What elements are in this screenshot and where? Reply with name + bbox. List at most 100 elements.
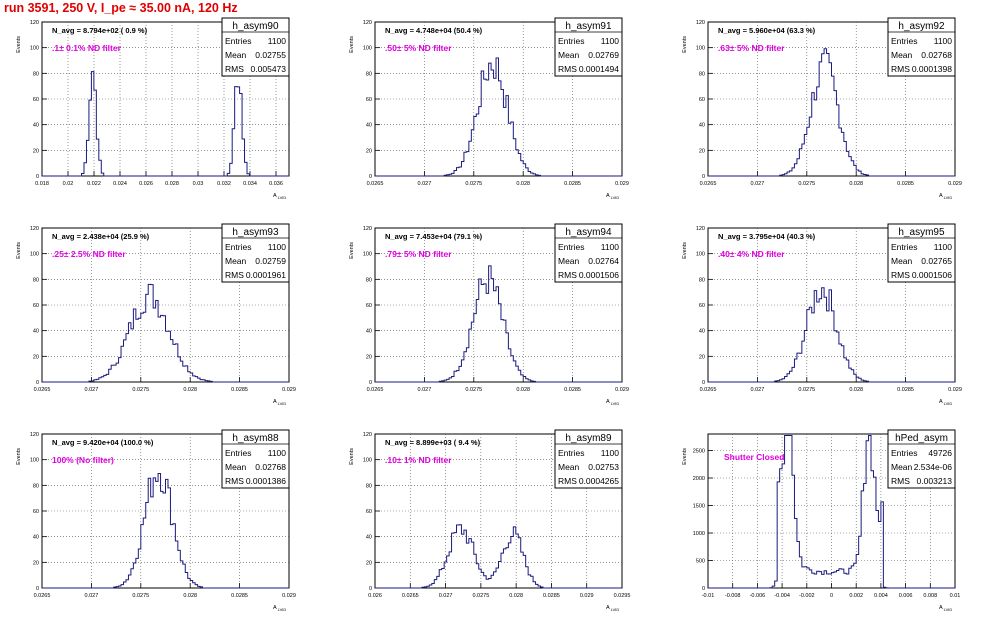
histogram-name: h_asym90: [232, 21, 279, 32]
x-axis-title: ALVID: [273, 605, 286, 612]
x-tick-label: 0.02: [63, 181, 74, 187]
x-tick-label: 0.0285: [543, 593, 560, 599]
y-tick-label: 120: [696, 20, 705, 26]
x-tick-label: 0.032: [217, 181, 231, 187]
x-tick-label: 0: [830, 593, 833, 599]
stats-value: 0.003213: [917, 476, 953, 486]
x-tick-label: 0.028: [849, 387, 863, 393]
histogram-panel-h_asym91: 0.0265 0.027 0.0275 0.028 0.0285 0.029 0 20 40 60…: [349, 17, 629, 200]
stats-label: Entries: [891, 36, 917, 46]
y-tick-label: 100: [30, 252, 39, 258]
x-axis-title: ALVID: [273, 193, 286, 200]
x-tick-label: 0.036: [269, 181, 283, 187]
stats-value: 1100: [268, 448, 287, 458]
x-tick-label: 0.027: [751, 181, 765, 187]
stats-value: 1100: [268, 242, 287, 252]
stats-label: Mean: [225, 462, 247, 472]
stats-label: Entries: [891, 448, 917, 458]
x-tick-label: 0.0285: [564, 387, 581, 393]
stats-label: Entries: [225, 36, 251, 46]
filter-annotation: Shutter Closed: [724, 452, 784, 462]
stats-box: [221, 17, 290, 77]
y-axis-title: Events: [16, 448, 22, 465]
stats-value: 2.534e-06: [914, 462, 953, 472]
x-axis-title: ALVID: [939, 193, 952, 200]
y-tick-label: 80: [33, 483, 39, 489]
stats-value: 0.0001506: [912, 270, 952, 280]
x-axis-title: ALVID: [939, 399, 952, 406]
stats-value: 1100: [601, 36, 620, 46]
y-tick-label: 0: [369, 586, 372, 592]
stats-label: RMS: [225, 270, 244, 280]
y-tick-label: 60: [33, 509, 39, 515]
x-tick-label: 0.028: [165, 181, 179, 187]
histogram-line: [42, 473, 289, 589]
filter-annotation: .10± 1% ND filter: [385, 455, 452, 465]
y-axis-title: Events: [16, 242, 22, 259]
x-axis-subscript: LVID: [611, 607, 620, 612]
n-avg-label: N_avg = 9.420e+04 (100.0 %): [52, 438, 154, 447]
x-tick-label: 0.0275: [472, 593, 489, 599]
stats-label: Entries: [891, 242, 917, 252]
histogram-panel-h_asym94: 0.0265 0.027 0.0275 0.028 0.0285 0.029 0 20 40 60…: [349, 223, 629, 406]
y-axis-title: Events: [16, 36, 22, 53]
y-tick-label: 2000: [693, 476, 705, 482]
x-tick-label: 0.024: [113, 181, 127, 187]
x-tick-label: 0.029: [948, 181, 962, 187]
y-tick-label: 120: [30, 226, 39, 232]
y-tick-label: 1500: [693, 504, 705, 510]
y-tick-label: 120: [696, 226, 705, 232]
y-tick-label: 0: [36, 174, 39, 180]
stats-value: 0.0001961: [246, 270, 286, 280]
y-tick-label: 80: [366, 483, 372, 489]
y-tick-label: 120: [30, 20, 39, 26]
y-tick-label: 100: [696, 46, 705, 52]
y-tick-label: 20: [33, 354, 39, 360]
y-tick-label: 2500: [693, 449, 705, 455]
y-tick-label: 60: [33, 97, 39, 103]
x-tick-label: 0.029: [615, 387, 629, 393]
stats-label: Mean: [891, 256, 913, 266]
y-tick-label: 80: [699, 71, 705, 77]
x-tick-label: 0.027: [85, 593, 99, 599]
x-tick-label: -0.002: [799, 593, 815, 599]
y-tick-label: 0: [369, 380, 372, 386]
stats-value: 0.02753: [588, 462, 619, 472]
stats-label: Mean: [225, 50, 247, 60]
stats-label: RMS: [891, 270, 910, 280]
filter-annotation: .50± 5% ND filter: [385, 43, 452, 53]
x-tick-label: 0.0265: [34, 593, 51, 599]
stats-label: RMS: [558, 64, 577, 74]
stats-value: 1100: [934, 242, 953, 252]
stats-value: 0.02764: [588, 256, 619, 266]
stats-value: 0.0001398: [912, 64, 952, 74]
x-tick-label: 0.0275: [798, 181, 815, 187]
stats-box: [554, 17, 623, 77]
x-axis-title: ALVID: [273, 399, 286, 406]
histogram-line: [375, 57, 622, 177]
y-tick-label: 100: [363, 458, 372, 464]
y-tick-label: 60: [366, 97, 372, 103]
n-avg-label: N_avg = 3.795e+04 (40.3 %): [718, 232, 816, 241]
n-avg-label: N_avg = 8.794e+02 ( 0.9 %): [52, 26, 148, 35]
stats-label: Mean: [891, 462, 913, 472]
x-tick-label: 0.029: [282, 387, 296, 393]
y-tick-label: 80: [366, 277, 372, 283]
x-tick-label: 0.0265: [367, 181, 384, 187]
y-axis-title: Events: [682, 36, 688, 53]
x-tick-label: 0.008: [923, 593, 937, 599]
histogram-name: h_asym89: [565, 433, 612, 444]
histogram-name: h_asym93: [232, 227, 279, 238]
x-tick-label: 0.028: [183, 593, 197, 599]
x-tick-label: 0.006: [899, 593, 913, 599]
y-tick-label: 120: [363, 20, 372, 26]
histogram-panel-h_asym95: 0.0265 0.027 0.0275 0.028 0.0285 0.029 0 20 40 60…: [682, 223, 962, 406]
histogram-line: [708, 287, 955, 383]
n-avg-label: N_avg = 4.748e+04 (50.4 %): [385, 26, 483, 35]
stats-label: RMS: [225, 476, 244, 486]
stats-box: [221, 223, 290, 283]
y-tick-label: 40: [699, 329, 705, 335]
y-tick-label: 20: [33, 148, 39, 154]
y-tick-label: 0: [702, 380, 705, 386]
